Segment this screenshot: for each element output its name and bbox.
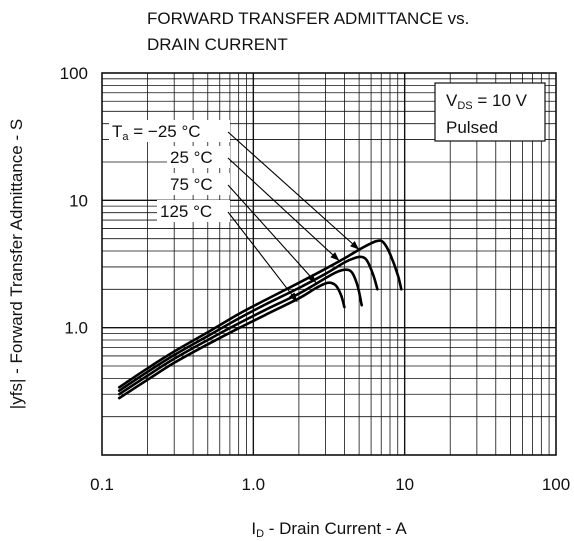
conditions-vds: VDS = 10 V — [446, 91, 528, 112]
annotation-label-bg — [157, 200, 230, 222]
chart-title-line-2: DRAIN CURRENT — [147, 35, 288, 54]
annotation-leader — [227, 157, 340, 262]
conditions-box: VDS = 10 V Pulsed — [434, 82, 546, 142]
x-tick-label: 1.0 — [242, 475, 266, 494]
x-tick-label: 0.1 — [90, 475, 114, 494]
annotation-arrowhead — [350, 241, 360, 250]
annotation-label-bg — [167, 173, 230, 195]
annotation-label: 25 °C — [170, 148, 213, 167]
y-tick-label: 100 — [60, 64, 88, 83]
annotation-label-bg — [167, 146, 230, 168]
y-axis-label: |yfs| - Forward Transfer Admittance - S — [7, 119, 26, 409]
chart-title-line-1: FORWARD TRANSFER ADMITTANCE vs. — [147, 9, 469, 28]
annotation-label: 125 °C — [160, 202, 212, 221]
annotation-arrowhead — [289, 292, 298, 302]
annotation-leader — [227, 184, 317, 284]
annotation-arrowhead — [330, 252, 340, 261]
annotation-label: 75 °C — [170, 175, 213, 194]
annotation-label-bg — [109, 120, 230, 142]
plot-frame — [101, 72, 557, 456]
y-tick-label: 1.0 — [64, 319, 88, 338]
series-line — [117, 268, 363, 396]
annotation-leader — [227, 131, 360, 251]
annotation-label: Ta = −25 °C — [112, 122, 201, 143]
conditions-pulsed: Pulsed — [446, 118, 498, 137]
annotation-arrowhead — [307, 273, 317, 283]
x-axis-label: ID - Drain Current - A — [251, 519, 407, 540]
annotation-leader — [227, 211, 298, 303]
series-line — [117, 281, 346, 400]
annotation-layer: Ta = −25 °C 25 °C 75 °C 125 °C — [109, 120, 360, 303]
y-tick-label: 10 — [69, 191, 88, 210]
x-tick-labels: 0.1 1.0 10 100 — [90, 475, 570, 494]
series-line — [117, 239, 403, 389]
x-tick-label: 100 — [542, 475, 570, 494]
y-tick-labels: 1.0 10 100 — [60, 64, 88, 338]
x-tick-label: 10 — [395, 475, 414, 494]
